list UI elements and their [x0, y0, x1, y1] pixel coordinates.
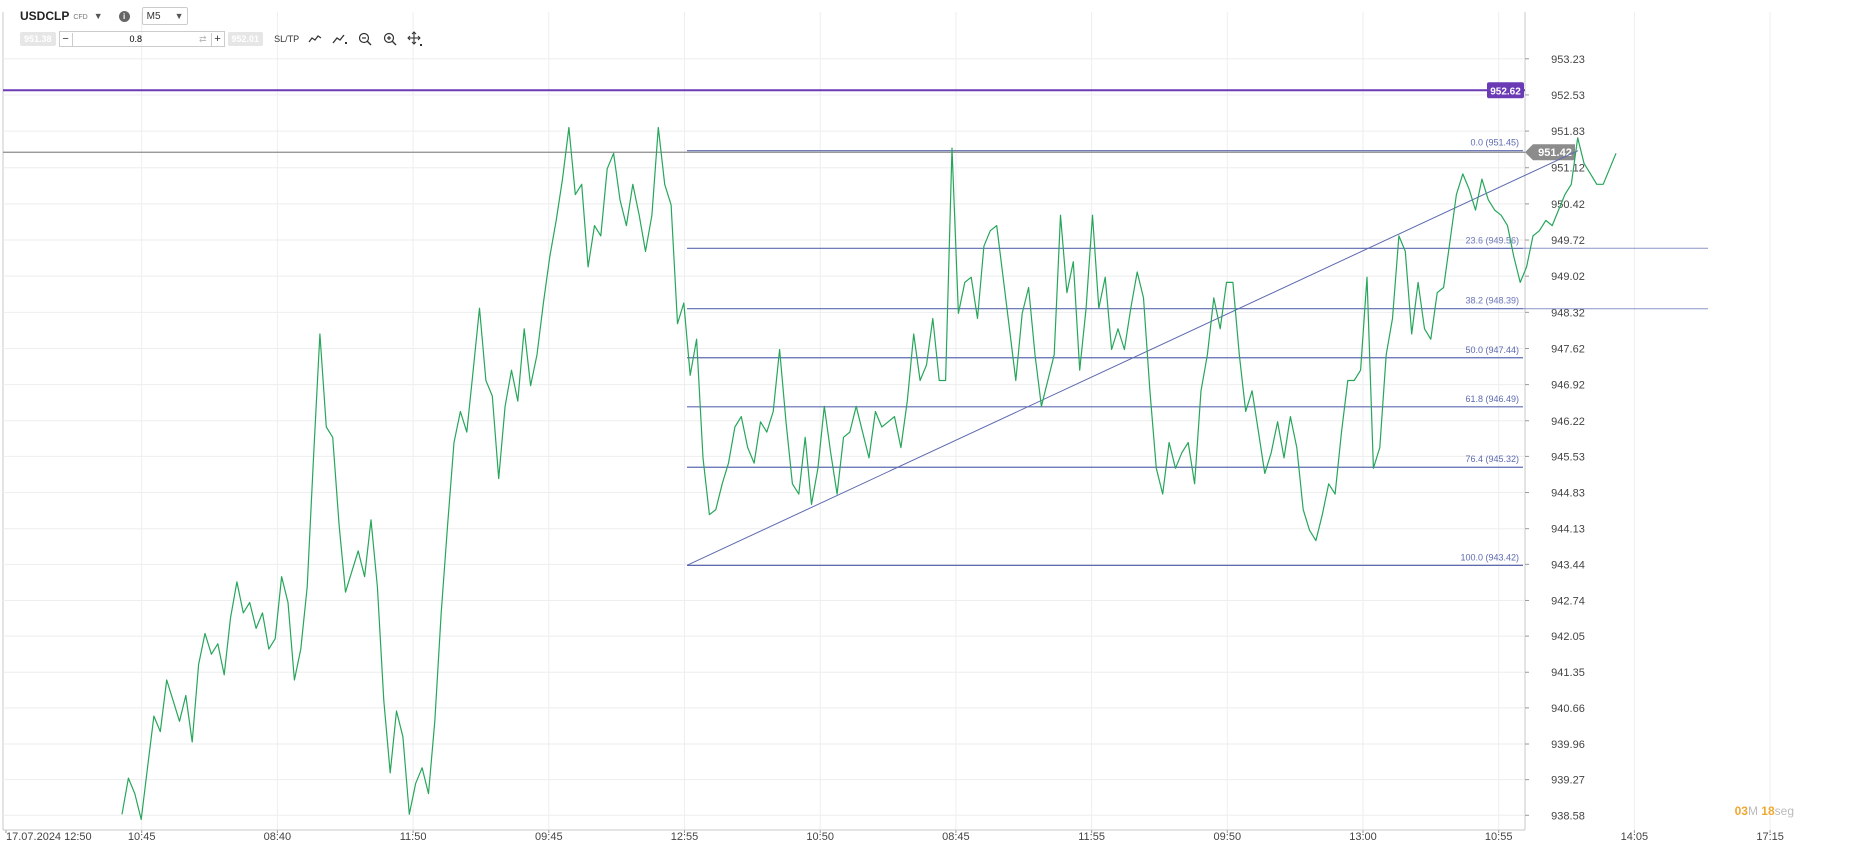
zoom-out-icon[interactable] — [356, 31, 374, 47]
y-tick-label: 949.02 — [1551, 271, 1585, 283]
y-tick-label: 946.22 — [1551, 416, 1585, 428]
x-tick-label: 14:05 — [1621, 831, 1649, 843]
fib-level-label-in-box: 38.2 (948.39) — [1465, 296, 1519, 306]
countdown-seconds: 18 — [1761, 804, 1775, 818]
y-tick-label: 940.66 — [1551, 703, 1585, 715]
drawing-tools-icon[interactable] — [331, 31, 349, 47]
y-tick-label: 941.35 — [1551, 667, 1585, 679]
x-tick-label: 09:45 — [535, 831, 563, 843]
fib-level-label: 0.0 (951.45) — [1470, 138, 1519, 148]
timeframe-select[interactable]: M5 ▼ — [141, 7, 189, 25]
y-tick-label: 938.58 — [1551, 810, 1585, 822]
y-tick-label: 943.44 — [1551, 559, 1585, 571]
y-tick-label: 942.05 — [1551, 631, 1585, 643]
y-tick-label: 942.74 — [1551, 595, 1585, 607]
y-tick-label: 953.23 — [1551, 54, 1585, 66]
symbol-dropdown-caret-icon[interactable]: ▼ — [93, 11, 103, 21]
y-tick-label: 948.32 — [1551, 307, 1585, 319]
y-tick-label: 950.42 — [1551, 199, 1585, 211]
y-tick-label: 939.27 — [1551, 775, 1585, 787]
fib-level-label: 76.4 (945.32) — [1465, 454, 1519, 464]
price-series-line — [121, 126, 1617, 821]
volume-increase-button[interactable]: + — [210, 32, 224, 46]
volume-input[interactable] — [72, 33, 199, 45]
x-tick-label: 08:45 — [942, 831, 970, 843]
y-tick-label: 945.53 — [1551, 451, 1585, 463]
buy-price-button[interactable]: 952.01 — [227, 32, 264, 46]
crosshair-move-icon[interactable] — [406, 31, 424, 47]
info-icon[interactable]: i — [118, 10, 130, 22]
x-tick-label: 10:45 — [128, 831, 156, 843]
y-tick-label: 949.72 — [1551, 235, 1585, 247]
fib-level-label: 50.0 (947.44) — [1465, 345, 1519, 355]
fib-level-label: 23.6 (949.56) — [1465, 235, 1519, 245]
countdown-seconds-unit: seg — [1774, 804, 1794, 818]
instrument-type-badge: CFD — [73, 14, 88, 21]
x-tick-label: 11:50 — [400, 831, 427, 843]
price-alert-label: 952.62 — [1490, 86, 1521, 97]
price-alert-tag — [1487, 82, 1524, 99]
fib-trend-line[interactable] — [686, 150, 1579, 566]
candle-countdown: 03M 18seg — [1735, 804, 1794, 818]
x-tick-label: 17:15 — [1756, 831, 1784, 843]
x-tick-label: 12:55 — [671, 831, 699, 843]
countdown-minutes: 03 — [1734, 804, 1748, 818]
toolbar-trade: 951.38 − ⇄ + 952.01 SL/TP — [20, 30, 424, 48]
fib-level-label: 100.0 (943.42) — [1460, 552, 1519, 562]
y-tick-label: 944.83 — [1551, 488, 1585, 500]
swap-icon[interactable]: ⇄ — [198, 33, 207, 44]
current-price-tag — [1525, 144, 1575, 161]
y-tick-label: 951.12 — [1551, 163, 1585, 175]
x-tick-label: 09:50 — [1214, 831, 1242, 843]
volume-stepper: − ⇄ + — [58, 31, 225, 47]
x-tick-label: 17.07.2024 12:50 — [6, 831, 92, 843]
y-tick-label: 939.96 — [1551, 739, 1585, 751]
sltp-button[interactable]: SL/TP — [274, 34, 300, 44]
y-tick-label: 944.13 — [1551, 524, 1585, 536]
fib-level-label: 38.2 (948.39) — [1465, 296, 1519, 306]
sell-price-button[interactable]: 951.38 — [20, 32, 56, 46]
zoom-in-icon[interactable] — [381, 31, 399, 47]
current-price-label: 951.42 — [1538, 147, 1572, 159]
y-tick-label: 947.62 — [1551, 343, 1585, 355]
x-tick-label: 08:40 — [264, 831, 292, 843]
volume-decrease-button[interactable]: − — [60, 32, 73, 46]
y-tick-label: 951.83 — [1551, 126, 1585, 138]
toolbar-instrument: USDCLP CFD ▼ i M5 ▼ — [20, 6, 189, 26]
timeframe-value: M5 — [146, 10, 161, 22]
line-chart-icon[interactable] — [306, 31, 324, 47]
chevron-down-icon: ▼ — [174, 11, 184, 21]
y-tick-label: 946.92 — [1551, 380, 1585, 392]
x-tick-label: 10:55 — [1485, 831, 1513, 843]
countdown-minutes-unit: M — [1747, 804, 1758, 818]
fib-level-label: 61.8 (946.49) — [1465, 394, 1519, 404]
x-tick-label: 11:55 — [1078, 831, 1105, 843]
x-tick-label: 10:50 — [806, 831, 834, 843]
fib-level-label-in-box: 23.6 (949.56) — [1465, 235, 1519, 245]
x-tick-label: 13:00 — [1349, 831, 1377, 843]
symbol-name[interactable]: USDCLP — [20, 9, 70, 23]
y-tick-label: 952.53 — [1551, 90, 1585, 102]
